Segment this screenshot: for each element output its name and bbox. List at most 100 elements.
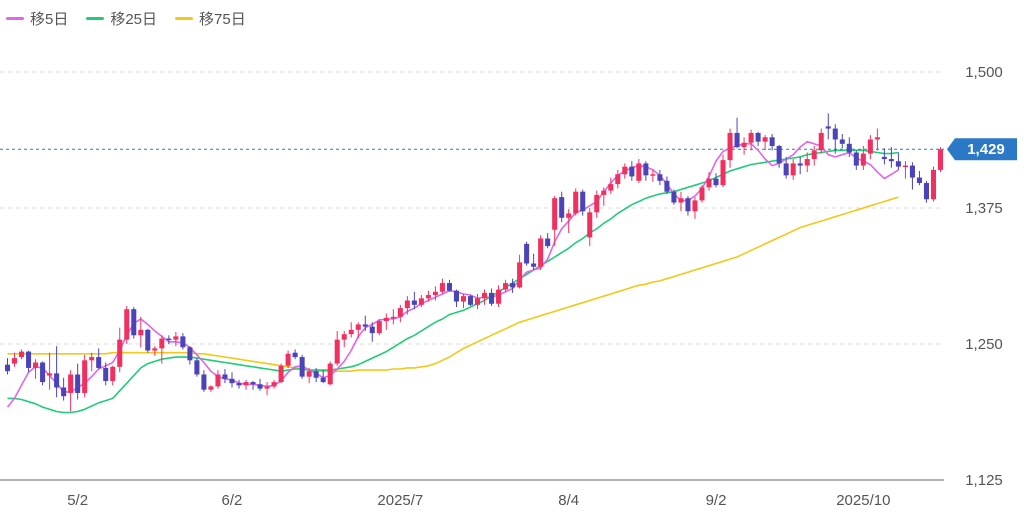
candle-body <box>902 165 908 168</box>
candle-body <box>923 182 929 200</box>
candle-body <box>194 360 200 375</box>
candle-body <box>580 191 586 212</box>
current-price-label: 1,429 <box>967 141 1005 158</box>
x-tick-label: 2025/10 <box>836 492 890 509</box>
candle-body <box>180 336 186 348</box>
candle-body <box>916 177 922 183</box>
x-tick-label: 2025/7 <box>377 492 423 509</box>
candle-body <box>846 143 852 153</box>
candle-body <box>636 163 642 181</box>
candle-body <box>166 338 172 341</box>
candle-body <box>376 321 382 334</box>
candle-body <box>68 374 74 393</box>
candle-body <box>215 374 221 387</box>
candle-body <box>467 296 474 305</box>
candle-body <box>678 198 684 203</box>
candle-body <box>699 187 705 201</box>
candle-body <box>552 198 558 230</box>
candle-body <box>453 290 459 302</box>
candle-body <box>82 360 88 393</box>
candle-body <box>573 191 579 214</box>
candle-body <box>587 212 593 238</box>
candle-body <box>411 300 417 305</box>
candle-body <box>292 352 298 358</box>
candle-body <box>783 163 789 176</box>
x-tick-label: 5/2 <box>67 492 88 509</box>
legend-item-ma25[interactable]: 移25日 <box>86 8 157 29</box>
legend-item-ma5[interactable]: 移5日 <box>6 8 68 29</box>
candle-body <box>874 137 880 140</box>
candle-body <box>40 362 46 383</box>
candle-body <box>566 213 572 218</box>
candle-body <box>334 339 340 364</box>
candle-body <box>748 132 754 143</box>
moving-average-line <box>7 196 899 373</box>
candle-body <box>152 348 158 351</box>
current-price-tag <box>947 138 1017 161</box>
candle-body <box>243 382 249 386</box>
candle-body <box>117 339 123 367</box>
candle-body <box>594 194 600 213</box>
candle-body <box>362 324 368 327</box>
candle-body <box>706 178 712 188</box>
candle-body <box>713 178 719 186</box>
candle-body <box>306 371 312 377</box>
candle-body <box>881 156 887 160</box>
candle-body <box>734 132 740 148</box>
y-tick-label: 1,375 <box>965 200 1003 217</box>
candle-body <box>61 387 67 397</box>
candle-body <box>545 238 551 247</box>
candle-body <box>909 165 915 178</box>
candle-body <box>804 159 810 166</box>
candle-body <box>720 160 726 186</box>
candle-body <box>271 382 277 387</box>
candle-body <box>776 145 782 164</box>
candle-body <box>208 386 214 390</box>
candle-body <box>159 338 165 349</box>
candle-body <box>96 357 102 368</box>
candle-body <box>460 296 467 302</box>
candle-body <box>313 371 319 378</box>
candle-body <box>524 243 530 264</box>
candle-body <box>601 190 607 195</box>
candle-body <box>517 262 523 288</box>
candle-body <box>671 191 677 203</box>
candle-body <box>937 149 944 170</box>
legend-swatch-ma75 <box>175 16 194 20</box>
candle-body <box>664 180 670 192</box>
candle-body <box>615 174 621 185</box>
candle-body <box>26 351 32 368</box>
candle-body <box>503 283 509 290</box>
candle-body <box>867 139 873 154</box>
candle-body <box>622 166 628 175</box>
legend-item-ma75[interactable]: 移75日 <box>175 8 246 29</box>
legend-label-ma75: 移75日 <box>199 10 246 28</box>
candle-body <box>818 132 824 151</box>
candle-body <box>425 295 431 299</box>
candle-body <box>930 169 937 200</box>
candle-body <box>201 374 207 390</box>
candle-body <box>538 238 544 267</box>
candle-body <box>131 309 137 336</box>
candle-body <box>390 316 396 319</box>
candle-body <box>769 137 775 146</box>
candle-body <box>327 363 333 385</box>
candle-body <box>496 289 502 304</box>
legend-swatch-ma5 <box>6 16 24 20</box>
y-tick-label: 1,500 <box>965 64 1003 81</box>
candle-body <box>341 334 347 340</box>
moving-average-line <box>6 140 899 408</box>
candle-body <box>832 128 838 140</box>
candle-body <box>657 174 663 181</box>
candle-body <box>853 152 859 166</box>
candle-body <box>264 386 270 389</box>
candle-body <box>797 163 803 166</box>
candle-body <box>75 374 81 393</box>
candle-body <box>685 198 691 212</box>
candle-body <box>383 317 389 322</box>
y-tick-label: 1,125 <box>965 472 1003 489</box>
candle-body <box>650 174 656 176</box>
candle-body <box>755 132 761 142</box>
candle-body <box>608 184 614 191</box>
